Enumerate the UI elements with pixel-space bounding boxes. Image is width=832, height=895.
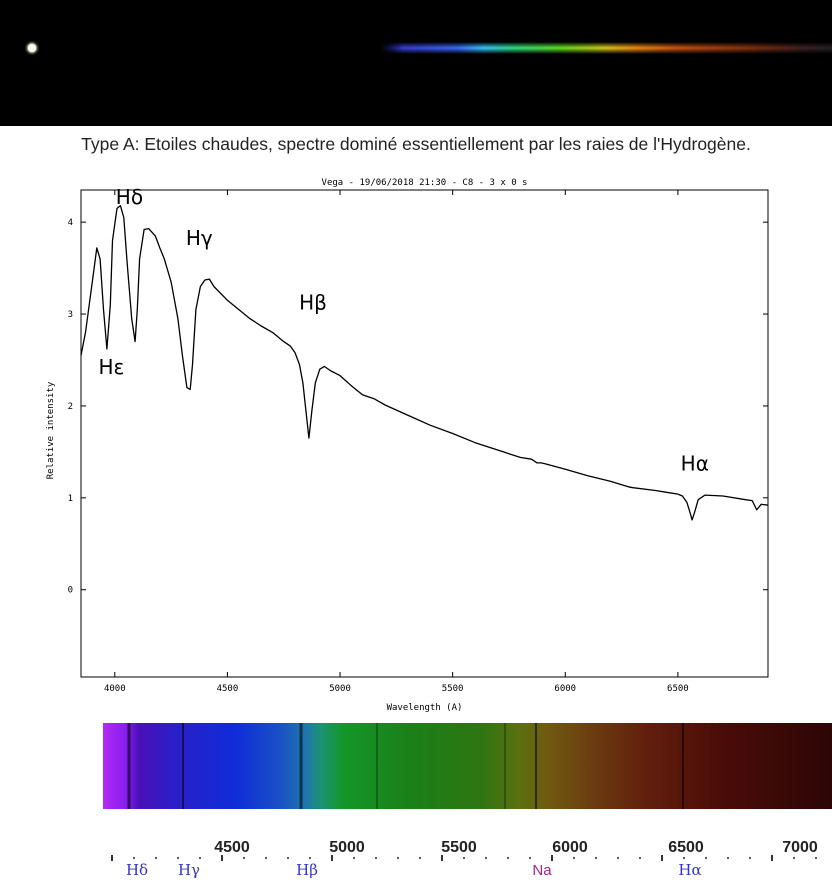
ref-line-na: Na — [532, 862, 552, 879]
ref-scale-tick — [639, 857, 641, 859]
reference-spectrum-strip — [103, 723, 832, 809]
annotation-label: Hδ — [116, 185, 143, 209]
ref-tick-7000: 7000 — [782, 839, 818, 856]
ref-line-hbeta: Hβ — [296, 861, 318, 879]
ref-scale-tick — [463, 857, 465, 859]
y-tick-label: 2 — [68, 402, 73, 412]
ref-scale-tick — [617, 857, 619, 859]
x-tick-label: 4000 — [104, 684, 126, 694]
x-tick-label: 5000 — [329, 684, 351, 694]
spectrum-streak — [380, 42, 832, 54]
y-tick-label: 1 — [68, 494, 73, 504]
y-tick-label: 3 — [68, 310, 73, 320]
ref-scale-tick — [353, 857, 355, 859]
ref-scale-tick — [551, 855, 553, 861]
chart-title: Vega - 19/06/2018 21:30 - C8 - 3 x 0 s — [322, 178, 528, 188]
ref-tick-5500: 5500 — [441, 839, 477, 856]
ref-scale-tick — [177, 857, 179, 859]
ref-line-halpha: Hα — [678, 861, 701, 879]
x-tick-label: 6500 — [667, 684, 689, 694]
plot-frame — [80, 189, 769, 678]
ref-tick-6500: 6500 — [668, 839, 704, 856]
ref-scale-tick — [155, 857, 157, 859]
y-tick-label: 4 — [68, 218, 73, 228]
y-tick-label: 0 — [68, 586, 73, 596]
ref-line-hgamma: Hγ — [178, 861, 200, 879]
x-tick-label: 5500 — [442, 684, 464, 694]
ref-scale-tick — [485, 857, 487, 859]
ref-scale-tick — [661, 855, 663, 861]
ref-scale-tick — [529, 857, 531, 859]
x-tick-label: 4500 — [217, 684, 239, 694]
ref-scale-tick — [441, 855, 443, 861]
ref-scale-tick — [749, 857, 751, 859]
series-line — [80, 204, 769, 521]
ref-scale-tick — [221, 855, 223, 861]
ref-tick-5000: 5000 — [329, 839, 365, 856]
ref-scale-tick — [793, 857, 795, 859]
annotation-label: Hε — [98, 355, 124, 379]
ref-scale-tick — [507, 857, 509, 859]
ref-scale-tick — [727, 857, 729, 859]
ref-scale-tick — [133, 857, 135, 859]
x-axis-label: Wavelength (A) — [387, 703, 463, 713]
x-tick-label: 6000 — [554, 684, 576, 694]
ref-scale-tick — [287, 857, 289, 859]
ref-scale-tick — [419, 857, 421, 859]
ref-scale-tick — [111, 855, 113, 861]
y-axis-label: Relative intensity — [46, 381, 56, 479]
ref-tick-4500: 4500 — [214, 839, 250, 856]
ref-dot-scale — [111, 855, 817, 861]
ref-scale-tick — [573, 857, 575, 859]
ref-scale-tick — [815, 857, 817, 859]
ref-scale-tick — [243, 857, 245, 859]
ref-scale-tick — [309, 857, 311, 859]
annotation-label: Hα — [681, 451, 709, 475]
ref-scale-tick — [683, 857, 685, 859]
caption: Type A: Etoiles chaudes, spectre dominé … — [81, 134, 751, 154]
star-spectrum-photo — [0, 0, 832, 126]
annotation-label: Hβ — [299, 290, 327, 314]
ref-scale-tick — [199, 857, 201, 859]
ref-line-hdelta: Hδ — [126, 861, 148, 879]
ref-scale-tick — [375, 857, 377, 859]
ref-scale-tick — [595, 857, 597, 859]
ref-scale-tick — [265, 857, 267, 859]
ref-scale-tick — [771, 855, 773, 861]
ref-scale-tick — [331, 855, 333, 861]
ref-tick-6000: 6000 — [552, 839, 588, 856]
ref-scale-tick — [397, 857, 399, 859]
annotation-label: Hγ — [186, 226, 213, 250]
reference-scale: 4500 5000 5500 6000 6500 7000 Hδ Hγ Hβ N… — [0, 822, 832, 891]
ref-scale-tick — [705, 857, 707, 859]
spectrum-chart: Vega - 19/06/2018 21:30 - C8 - 3 x 0 s40… — [46, 178, 769, 713]
